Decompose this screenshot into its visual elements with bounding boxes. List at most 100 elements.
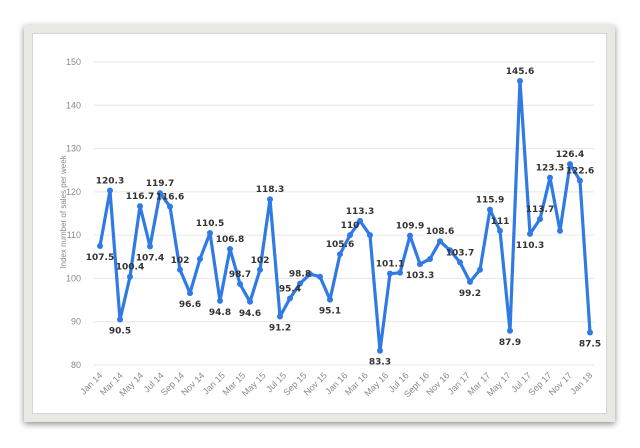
- data-point: [487, 206, 493, 213]
- data-point: [567, 161, 573, 168]
- data-point: [417, 261, 423, 268]
- data-point: [297, 280, 303, 287]
- data-point: [147, 243, 153, 250]
- data-point: [577, 177, 583, 184]
- data-point: [117, 316, 123, 323]
- data-label: 145.6: [506, 67, 534, 77]
- data-point: [257, 266, 263, 273]
- data-label: 87.5: [579, 340, 601, 350]
- data-label: 122.6: [566, 167, 594, 177]
- data-label: 103.3: [406, 271, 434, 281]
- data-point: [97, 242, 103, 249]
- data-label: 100.4: [116, 263, 144, 273]
- data-point: [347, 232, 353, 239]
- data-label: 126.4: [556, 150, 584, 160]
- y-tick-label: 80: [71, 360, 81, 370]
- data-point: [167, 203, 173, 210]
- data-point: [327, 296, 333, 303]
- data-label: 118.3: [256, 185, 284, 195]
- x-tick-label: Nov 15: [302, 370, 329, 397]
- data-point: [517, 78, 523, 85]
- series-line: [98, 79, 592, 353]
- y-tick-label: 110: [67, 230, 81, 240]
- data-label: 107.4: [136, 253, 164, 263]
- data-label: 123.3: [536, 164, 564, 174]
- data-label: 98.7: [229, 270, 251, 280]
- data-point: [437, 238, 443, 245]
- series-line-path: [98, 79, 592, 353]
- data-label: 103.7: [446, 248, 474, 258]
- data-label: 94.6: [239, 309, 261, 319]
- y-tick-label: 120: [66, 187, 81, 197]
- data-point: [397, 269, 403, 276]
- data-point: [557, 227, 563, 234]
- data-label: 115.9: [476, 196, 504, 206]
- data-label: 94.8: [209, 308, 231, 318]
- data-point: [177, 266, 183, 273]
- chart-frame: [24, 25, 615, 422]
- y-axis-label: Index number of sales per week: [59, 154, 68, 268]
- data-point: [547, 174, 553, 181]
- data-label: 98.8: [289, 270, 311, 280]
- data-point: [407, 232, 413, 239]
- data-point: [527, 230, 533, 237]
- data-label: 101.1: [376, 260, 404, 270]
- data-point: [187, 290, 193, 297]
- data-label: 95.4: [279, 284, 301, 294]
- data-point: [127, 273, 133, 280]
- data-label: 110.5: [196, 219, 224, 229]
- y-tick-label: 90: [71, 317, 81, 327]
- data-label: 87.9: [499, 338, 521, 348]
- data-label: 91.2: [269, 324, 291, 334]
- data-label: 90.5: [109, 327, 131, 337]
- data-label: 96.6: [179, 300, 201, 310]
- data-point: [137, 203, 143, 210]
- data-label: 116.7: [126, 192, 154, 202]
- data-label: 119.7: [146, 179, 174, 189]
- y-tick-label: 150: [66, 57, 81, 67]
- data-point: [267, 196, 273, 203]
- data-label: 107.5: [86, 253, 114, 263]
- data-point: [107, 187, 113, 194]
- data-label: 113.7: [526, 205, 554, 215]
- data-label: 116.6: [156, 193, 184, 203]
- data-label: 83.3: [369, 358, 391, 368]
- data-point: [207, 229, 213, 236]
- y-axis-ticks: 80 90 100 110 120 130 140 150: [66, 57, 81, 370]
- x-tick-label: Nov 16: [424, 370, 451, 397]
- data-points: [97, 78, 593, 354]
- data-point: [227, 245, 233, 252]
- data-point: [237, 281, 243, 288]
- data-point: [447, 247, 453, 254]
- data-point: [337, 251, 343, 258]
- data-point: [427, 255, 433, 262]
- data-point: [307, 271, 313, 278]
- data-label: 113.3: [346, 207, 374, 217]
- data-label: 106.8: [216, 235, 244, 245]
- x-tick-label: Nov 17: [547, 370, 574, 397]
- x-tick-label: Jan 18: [568, 370, 594, 396]
- data-label: 120.3: [96, 177, 124, 187]
- y-tick-label: 130: [66, 144, 81, 154]
- data-label: 108.6: [426, 227, 454, 237]
- data-labels: 107.5 120.3 90.5 100.4 116.7 107.4 119.7 116.6 1…: [86, 67, 601, 368]
- data-point: [247, 298, 253, 305]
- data-point: [587, 329, 593, 336]
- data-label: 110: [341, 221, 360, 231]
- data-label: 102: [251, 256, 270, 266]
- y-tick-label: 100: [66, 273, 81, 283]
- data-label: 111: [491, 217, 510, 227]
- data-point: [357, 217, 363, 224]
- x-tick-label: Nov 14: [179, 370, 206, 397]
- data-point: [477, 266, 483, 273]
- data-point: [367, 232, 373, 239]
- data-label: 95.1: [319, 307, 341, 317]
- data-point: [197, 255, 203, 262]
- data-label: 110.3: [516, 241, 544, 251]
- data-point: [507, 327, 513, 334]
- data-point: [377, 347, 383, 354]
- data-label: 99.2: [459, 289, 481, 299]
- data-point: [467, 278, 473, 285]
